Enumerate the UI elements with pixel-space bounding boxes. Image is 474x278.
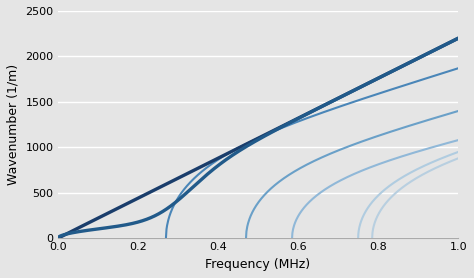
X-axis label: Frequency (MHz): Frequency (MHz) <box>205 258 310 271</box>
Y-axis label: Wavenumber (1/m): Wavenumber (1/m) <box>7 64 20 185</box>
